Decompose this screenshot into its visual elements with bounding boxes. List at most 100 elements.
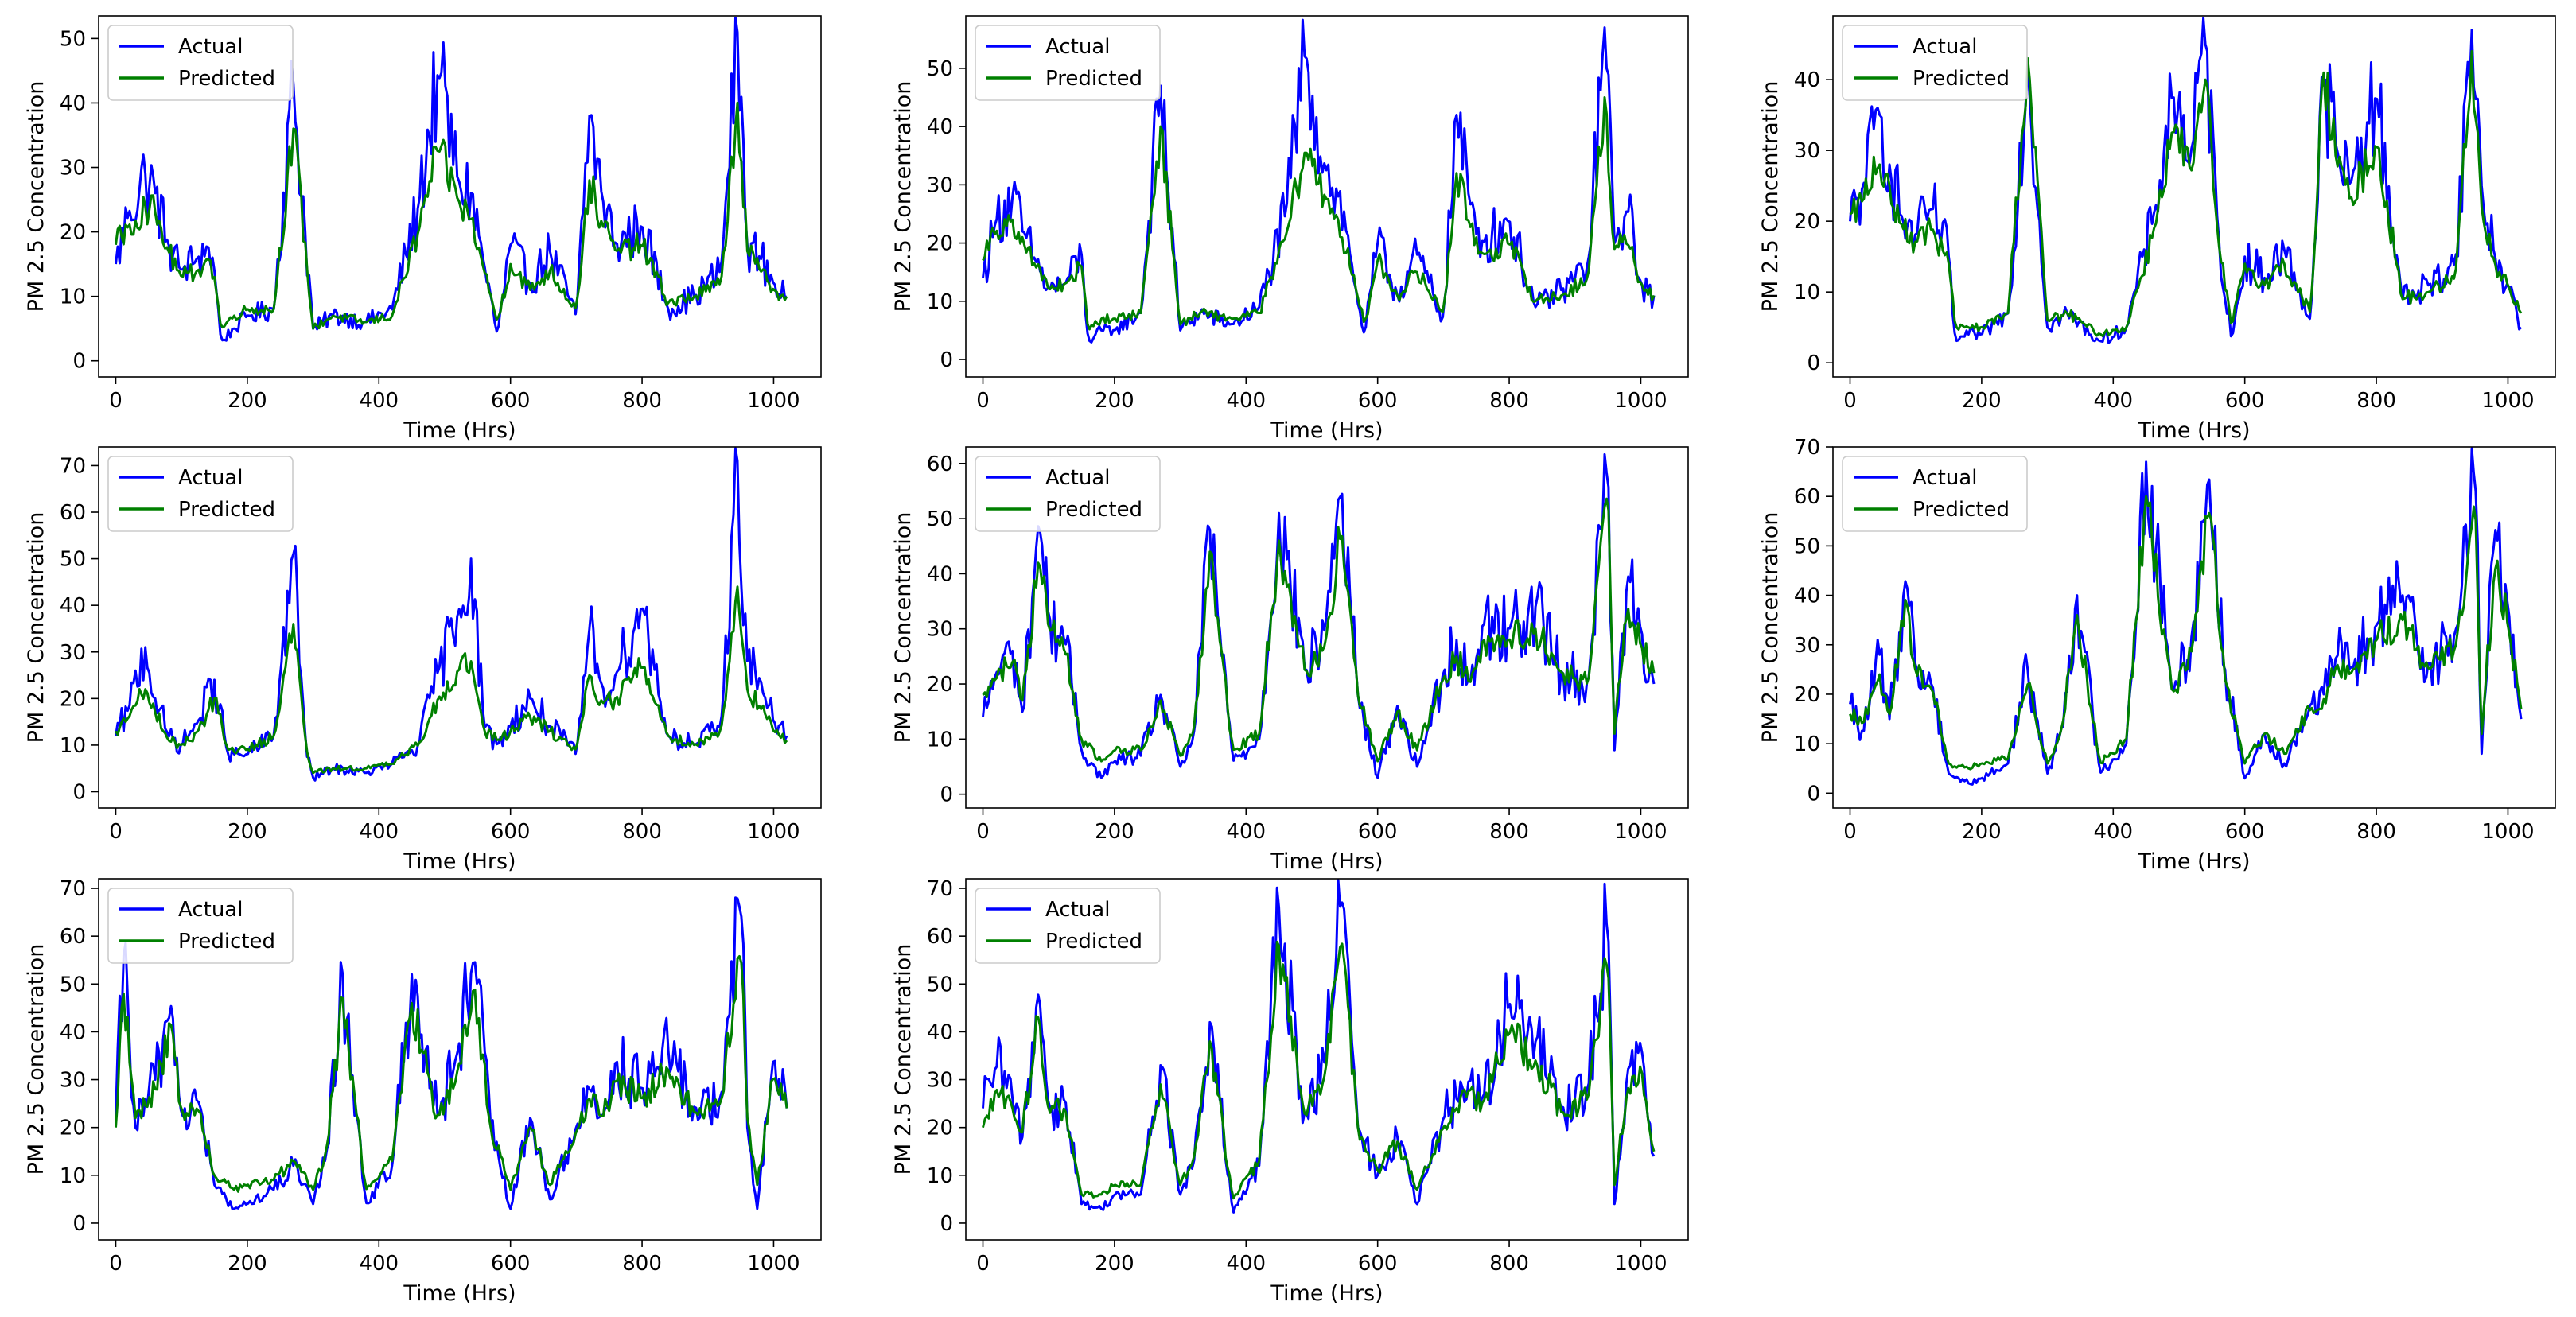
y-tick-label: 30 [927, 1069, 953, 1093]
series-line-predicted [1849, 495, 2523, 771]
x-tick-label: 800 [622, 1252, 662, 1276]
y-tick-label: 20 [60, 221, 86, 245]
y-tick-label: 40 [60, 1020, 86, 1044]
x-tick-label: 600 [1358, 820, 1398, 844]
y-tick-label: 40 [927, 562, 953, 586]
y-tick-label: 20 [927, 1117, 953, 1140]
y-tick-label: 70 [1794, 436, 1820, 460]
legend-box [1842, 456, 2028, 532]
x-axis-label: Time (Hrs) [2137, 849, 2250, 874]
y-tick-label: 30 [60, 641, 86, 665]
y-tick-label: 20 [1794, 210, 1820, 234]
y-tick-label: 70 [60, 877, 86, 901]
chart-panel-2: 0 200 400 600 800 1000 0 10 20 30 40 50 Time (Hrs) PM… [891, 15, 1689, 443]
x-tick-label: 0 [109, 389, 123, 413]
x-axis-label: Time (Hrs) [403, 849, 516, 874]
axes-frame [98, 878, 822, 1241]
x-tick-label: 1000 [2481, 820, 2534, 844]
y-tick-label: 50 [60, 548, 86, 572]
x-tick-label: 1000 [747, 1252, 800, 1276]
x-tick-label: 400 [1226, 820, 1266, 844]
x-tick-label: 600 [491, 389, 531, 413]
chart-panel-3: 0 200 400 600 800 1000 0 10 20 30 40 Time (Hrs) PM 2… [1758, 15, 2556, 443]
legend: Actual Predicted [1842, 25, 2028, 101]
x-tick-label: 200 [228, 820, 267, 844]
x-tick-label: 600 [1358, 389, 1398, 413]
x-tick-label: 600 [491, 820, 531, 844]
y-tick-label: 10 [927, 728, 953, 752]
legend-label-actual: Actual [1045, 898, 1110, 922]
x-tick-label: 0 [109, 1252, 123, 1276]
y-tick-label: 70 [927, 877, 953, 901]
x-tick-label: 1000 [747, 389, 800, 413]
x-tick-label: 200 [1095, 389, 1134, 413]
y-axis-label: PM 2.5 Concentration [1758, 81, 1783, 313]
y-tick-label: 60 [927, 925, 953, 949]
y-tick-label: 60 [927, 453, 953, 476]
x-tick-label: 400 [1226, 389, 1266, 413]
y-tick-label: 30 [1794, 634, 1820, 658]
x-tick-label: 0 [976, 389, 990, 413]
y-tick-label: 50 [60, 27, 86, 51]
legend-label-predicted: Predicted [1045, 930, 1142, 954]
x-tick-label: 400 [359, 389, 399, 413]
legend: Actual Predicted [107, 25, 294, 101]
series-line-predicted [982, 96, 1656, 331]
legend-label-predicted: Predicted [1045, 67, 1142, 91]
x-tick-label: 0 [976, 820, 990, 844]
legend: Actual Predicted [975, 25, 1161, 101]
y-tick-label: 50 [927, 57, 953, 81]
legend-label-actual: Actual [1913, 466, 1977, 490]
legend-label-actual: Actual [1045, 35, 1110, 59]
legend-label-actual: Actual [178, 898, 243, 922]
x-tick-label: 800 [2356, 820, 2396, 844]
y-tick-label: 40 [1794, 68, 1820, 92]
y-tick-label: 10 [927, 290, 953, 314]
legend-label-predicted: Predicted [1913, 498, 2010, 522]
y-tick-label: 60 [1794, 485, 1820, 509]
legend: Actual Predicted [107, 888, 294, 964]
x-tick-label: 200 [1095, 820, 1134, 844]
axes-frame [965, 446, 1689, 809]
x-tick-label: 800 [2356, 389, 2396, 413]
legend-box [107, 456, 294, 532]
legend: Actual Predicted [975, 456, 1161, 532]
y-axis-label: PM 2.5 Concentration [891, 512, 916, 744]
axes-frame [1832, 15, 2556, 378]
legend-label-actual: Actual [178, 466, 243, 490]
y-axis-label: PM 2.5 Concentration [24, 512, 49, 744]
y-tick-label: 30 [927, 173, 953, 197]
y-tick-label: 0 [940, 1212, 953, 1236]
y-tick-label: 0 [1807, 782, 1820, 806]
x-axis-label: Time (Hrs) [403, 418, 516, 443]
x-tick-label: 400 [359, 1252, 399, 1276]
chart-panel-8: 0 200 400 600 800 1000 0 10 20 30 40 50 60 70 Time (Hr… [891, 877, 1689, 1306]
legend-label-predicted: Predicted [1045, 498, 1142, 522]
x-axis-label: Time (Hrs) [403, 1281, 516, 1306]
axes-frame [98, 15, 822, 378]
legend-box [975, 25, 1161, 101]
y-tick-label: 50 [1794, 534, 1820, 558]
legend-label-actual: Actual [1913, 35, 1977, 59]
series-line-actual [115, 447, 788, 782]
y-tick-label: 0 [72, 1212, 86, 1236]
x-tick-label: 600 [1358, 1252, 1398, 1276]
x-tick-label: 400 [359, 820, 399, 844]
y-tick-label: 30 [60, 157, 86, 181]
y-tick-label: 0 [940, 348, 953, 372]
y-tick-label: 10 [60, 286, 86, 309]
y-tick-label: 40 [927, 1020, 953, 1044]
y-axis-label: PM 2.5 Concentration [24, 944, 49, 1175]
y-tick-label: 20 [60, 687, 86, 711]
legend-box [975, 888, 1161, 964]
y-tick-label: 40 [927, 115, 953, 139]
y-tick-label: 10 [1794, 732, 1820, 756]
axes-frame [98, 446, 822, 809]
y-tick-label: 20 [60, 1117, 86, 1140]
legend-box [1842, 25, 2028, 101]
legend-label-actual: Actual [178, 35, 243, 59]
x-tick-label: 400 [2093, 820, 2133, 844]
x-tick-label: 800 [1489, 820, 1529, 844]
series-line-predicted [1849, 50, 2523, 338]
x-axis-label: Time (Hrs) [1270, 849, 1383, 874]
